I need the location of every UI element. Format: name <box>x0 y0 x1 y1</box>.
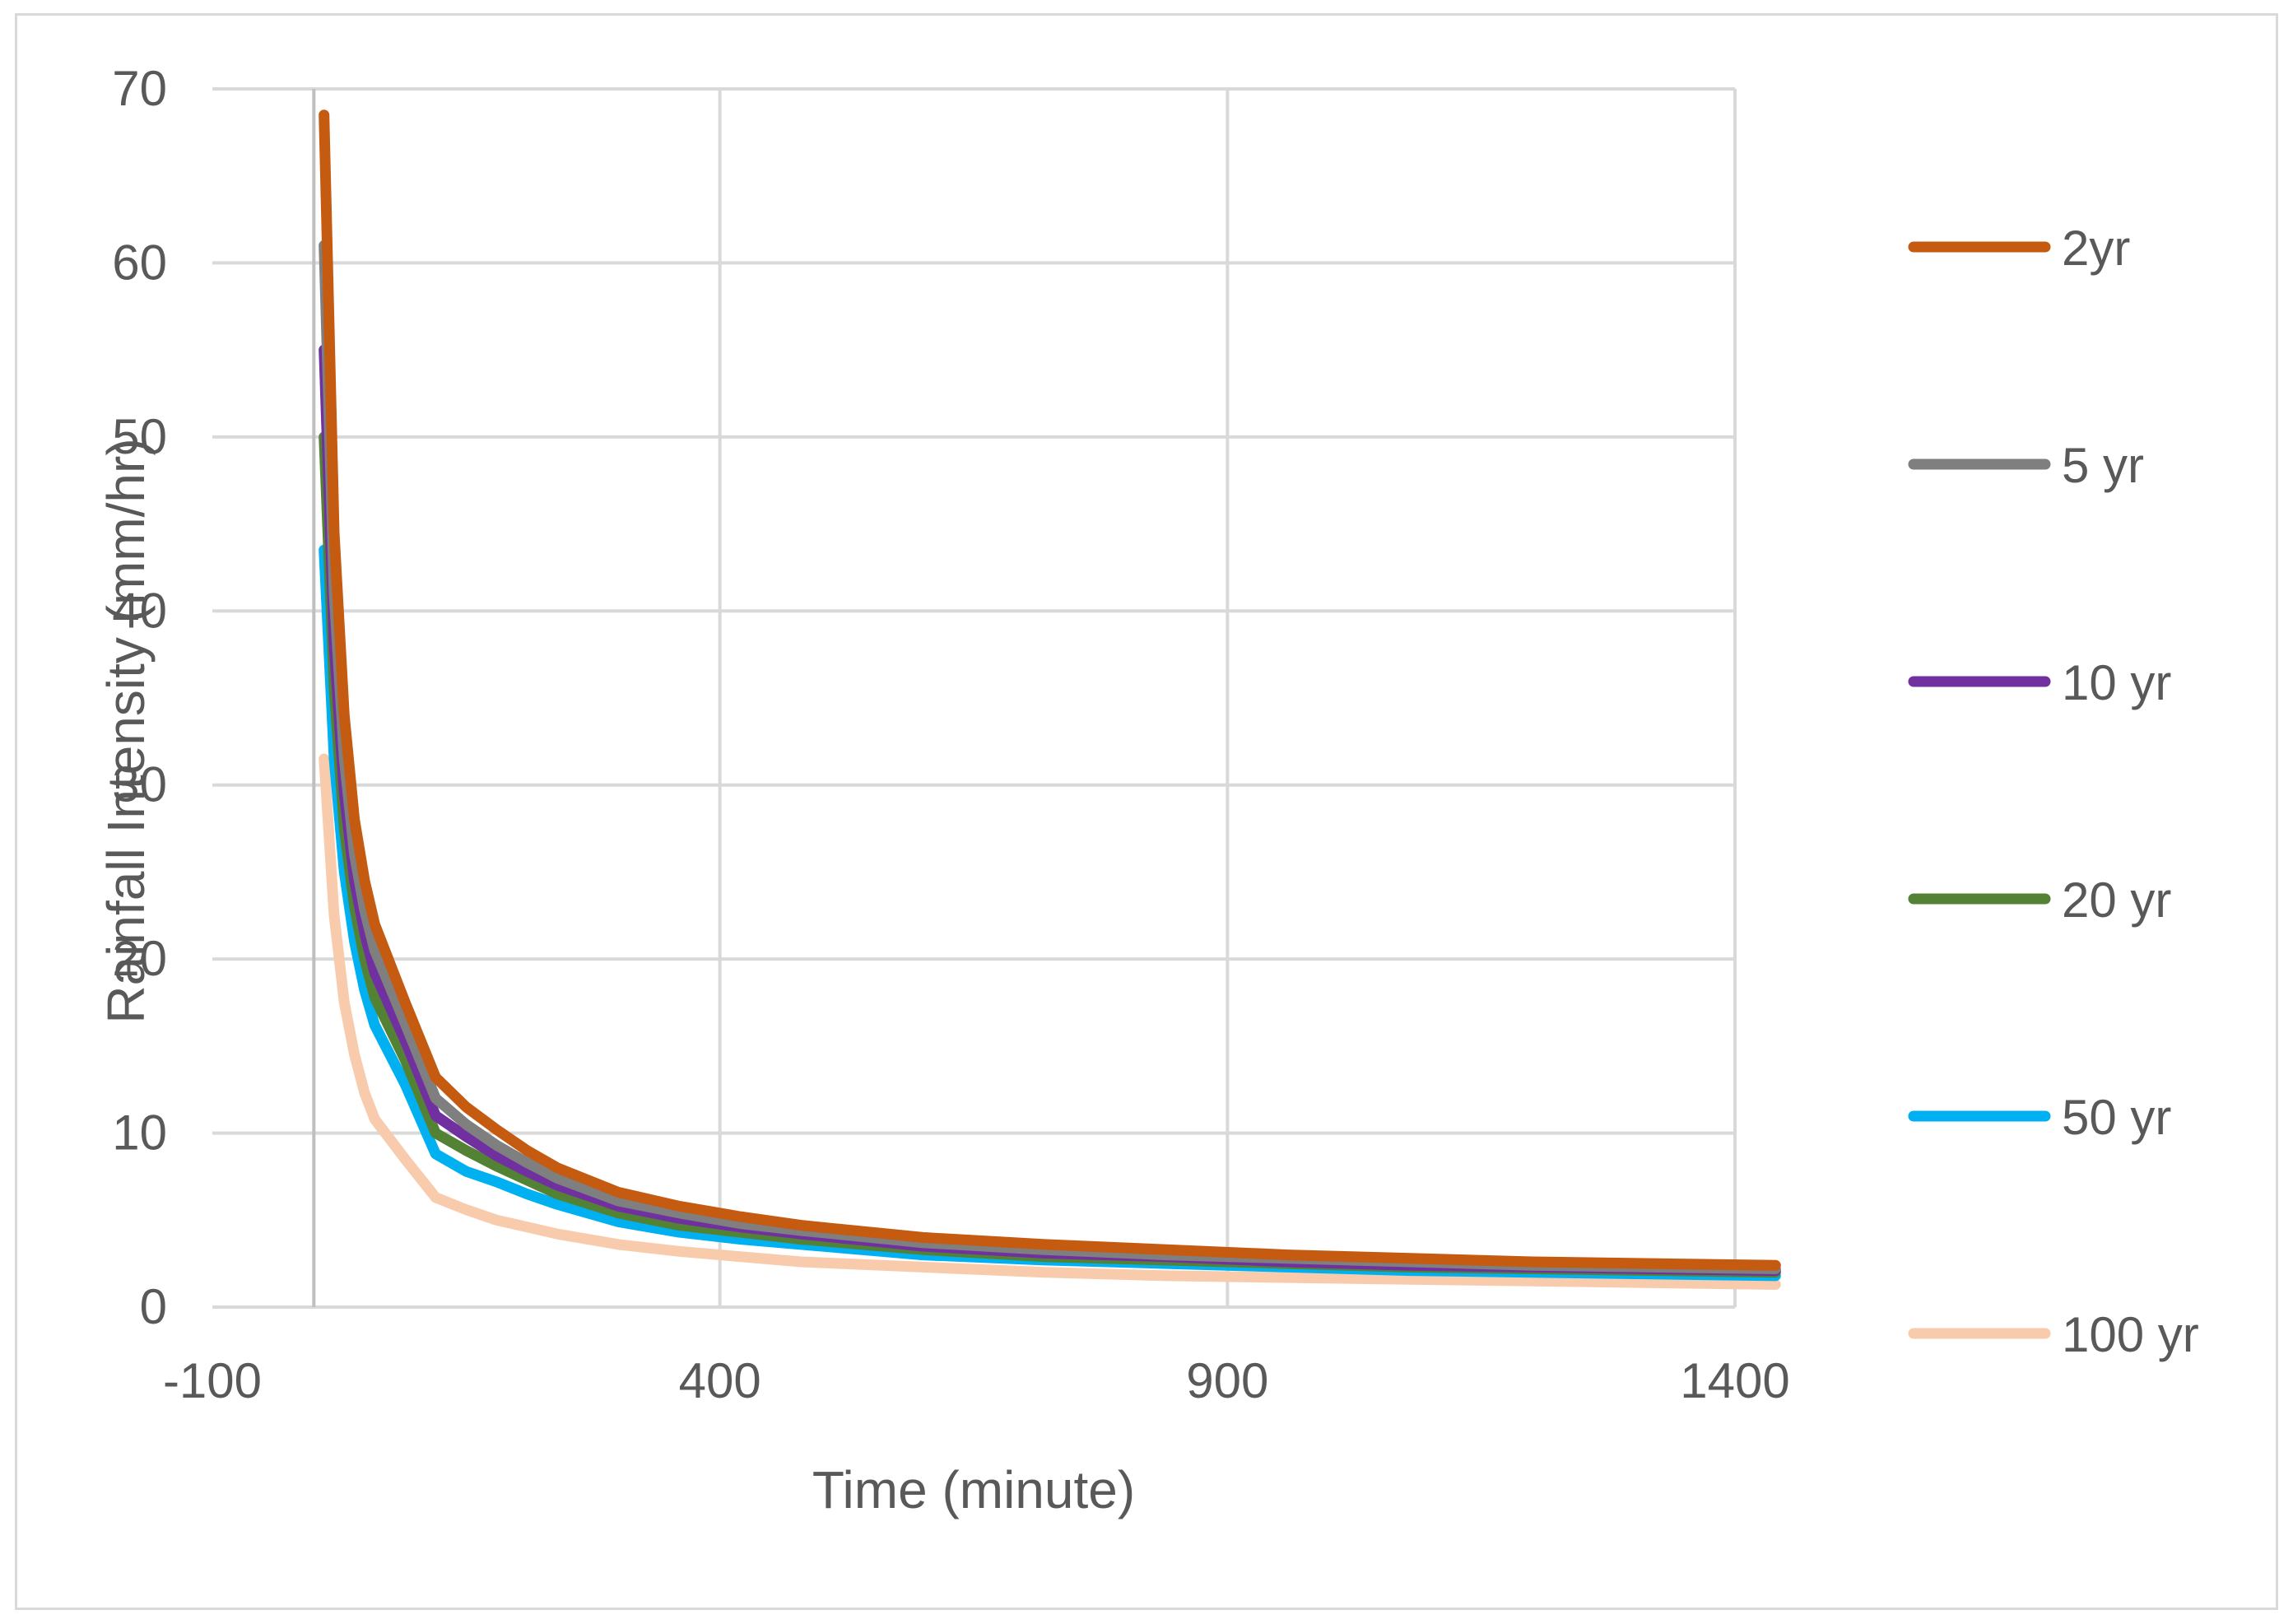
y-axis-title: Rainfall Intensity (mm/hr) <box>96 438 156 1023</box>
x-tick-label-1400: 1400 <box>1680 1353 1789 1408</box>
legend-label-5yr: 5 yr <box>2062 438 2144 493</box>
legend: 2yr 5 yr 10 yr 20 yr 50 yr 100 yr <box>1908 221 2199 1362</box>
y-tick-label-0: 0 <box>140 1279 167 1334</box>
tick-labels: 0 10 20 30 40 50 60 70 -100 400 900 1400 <box>112 61 1789 1408</box>
legend-label-50yr: 50 yr <box>2062 1090 2171 1145</box>
legend-label-100yr: 100 yr <box>2062 1307 2199 1362</box>
series-line-20yr <box>319 431 1781 1278</box>
legend-label-2yr: 2yr <box>2062 221 2130 276</box>
y-tick-label-60: 60 <box>112 235 167 290</box>
y-tick-label-50: 50 <box>112 409 167 464</box>
series-line-2yr <box>319 109 1781 1271</box>
y-tick-label-30: 30 <box>112 757 167 812</box>
x-tick-label-900: 900 <box>1186 1353 1268 1408</box>
x-axis-title: Time (minute) <box>812 1460 1135 1519</box>
y-tick-label-10: 10 <box>112 1105 167 1161</box>
series-line-5yr <box>319 240 1781 1274</box>
legend-label-10yr: 10 yr <box>2062 655 2171 710</box>
y-tick-label-40: 40 <box>112 583 167 638</box>
y-tick-label-70: 70 <box>112 61 167 116</box>
series-lines <box>319 109 1781 1290</box>
legend-label-20yr: 20 yr <box>2062 872 2171 928</box>
x-tick-label--100: -100 <box>163 1353 262 1408</box>
series-line-100yr <box>319 753 1781 1290</box>
y-tick-label-20: 20 <box>112 931 167 986</box>
chart-frame <box>15 13 2278 1610</box>
x-tick-label-400: 400 <box>679 1353 761 1408</box>
